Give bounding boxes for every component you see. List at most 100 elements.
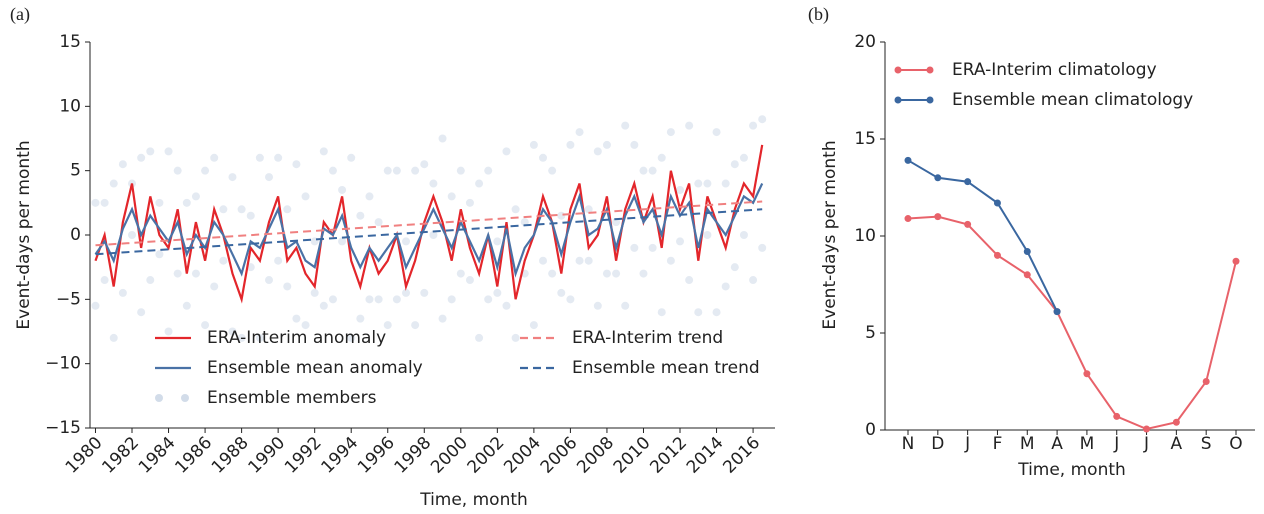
ensemble-point: [621, 121, 630, 130]
ensemble-point: [593, 301, 602, 310]
ensemble-point: [292, 314, 301, 323]
ensemble-point: [374, 218, 383, 227]
x-axis-label: Time, month: [1017, 460, 1126, 480]
ensemble-point: [566, 295, 575, 304]
ensemble-point: [356, 314, 365, 323]
ensemble-point: [283, 205, 292, 214]
climatology-point: [993, 251, 1001, 259]
y-tick-label: 10: [59, 96, 81, 116]
ensemble-point: [146, 147, 155, 156]
ensemble-point: [237, 205, 246, 214]
anomaly-line: [94, 183, 764, 278]
ensemble-point: [109, 333, 118, 342]
ensemble-point: [758, 243, 767, 252]
legend-marker: [926, 66, 934, 74]
ensemble-point: [639, 166, 648, 175]
ensemble-point: [557, 288, 566, 297]
y-axis-label: Event-days per month: [820, 140, 840, 329]
climatology-point: [1083, 370, 1091, 378]
ensemble-point: [392, 295, 401, 304]
x-tick-label: D: [931, 434, 944, 454]
climatology-point: [1202, 378, 1210, 385]
ensemble-point: [182, 198, 191, 207]
ensemble-point: [219, 205, 228, 214]
legend-label: ERA-Interim trend: [572, 328, 723, 348]
ensemble-point: [118, 160, 127, 169]
y-tick-label: 0: [865, 420, 876, 440]
x-tick-label: 2016: [719, 433, 764, 478]
ensemble-point: [201, 321, 210, 330]
legend-marker: [181, 394, 189, 402]
ensemble-point: [639, 269, 648, 278]
ensemble-point: [584, 256, 593, 265]
ensemble-point: [648, 243, 657, 252]
ensemble-point: [703, 231, 712, 239]
ensemble-point: [730, 160, 739, 169]
ensemble-point: [219, 256, 228, 265]
ensemble-point: [465, 276, 474, 285]
ensemble-point: [593, 147, 602, 156]
panel-label: (a): [10, 4, 30, 25]
ensemble-point: [456, 269, 465, 278]
y-axis-label: Event-days per month: [14, 140, 34, 329]
ensemble-point: [465, 198, 474, 207]
ensemble-point: [374, 295, 383, 304]
ensemble-point: [685, 276, 694, 285]
ensemble-point: [274, 256, 283, 265]
ensemble-point: [694, 308, 703, 317]
ensemble-point: [173, 269, 182, 278]
ensemble-point: [338, 185, 347, 194]
ensemble-point: [548, 166, 557, 175]
x-tick-label: 2012: [646, 433, 691, 478]
ensemble-point: [602, 269, 611, 278]
x-tick-label: 2010: [610, 433, 655, 478]
ensemble-point: [529, 140, 538, 149]
ensemble-point: [182, 301, 191, 310]
ensemble-point: [155, 250, 164, 259]
ensemble-point: [630, 243, 639, 252]
ensemble-point: [429, 179, 438, 188]
ensemble-point: [164, 147, 173, 156]
climatology-point: [1053, 308, 1061, 316]
y-tick-label: −10: [45, 354, 81, 374]
x-tick-label: 1980: [62, 433, 107, 478]
x-tick-label: S: [1201, 434, 1212, 454]
ensemble-point: [703, 179, 712, 188]
x-tick-label: N: [902, 434, 915, 454]
ensemble-point: [91, 301, 100, 310]
ensemble-point: [657, 308, 666, 317]
ensemble-point: [666, 128, 675, 137]
ensemble-point: [447, 192, 456, 201]
x-tick-label: 1984: [135, 433, 180, 478]
ensemble-point: [739, 153, 748, 162]
ensemble-point: [685, 121, 694, 130]
ensemble-point: [694, 179, 703, 188]
ensemble-point: [548, 269, 557, 278]
y-tick-label: 20: [854, 32, 876, 52]
ensemble-point: [666, 256, 675, 265]
x-tick-label: 1982: [98, 433, 143, 478]
ensemble-point: [493, 288, 502, 297]
ensemble-point: [475, 333, 484, 342]
ensemble-point: [383, 321, 392, 330]
climatology-point: [964, 220, 972, 228]
ensemble-point: [255, 153, 264, 162]
ensemble-point: [511, 333, 520, 342]
climatology-line: [907, 159, 1058, 313]
x-tick-label: 1998: [391, 433, 436, 478]
climatology-point: [1113, 412, 1121, 420]
ensemble-point: [438, 314, 447, 323]
climatology-point: [934, 213, 942, 221]
x-tick-label: 1988: [208, 433, 253, 478]
ensemble-point: [338, 237, 347, 246]
y-tick-label: 15: [59, 32, 81, 52]
ensemble-point: [155, 198, 164, 207]
x-tick-label: 1990: [244, 433, 289, 478]
ensemble-point: [484, 295, 493, 304]
climatology-point: [1023, 248, 1031, 256]
climatology-point: [904, 156, 912, 164]
x-tick-label: J: [964, 434, 970, 454]
ensemble-point: [100, 198, 109, 207]
climatology-point: [993, 199, 1001, 207]
ensemble-point: [676, 237, 685, 246]
